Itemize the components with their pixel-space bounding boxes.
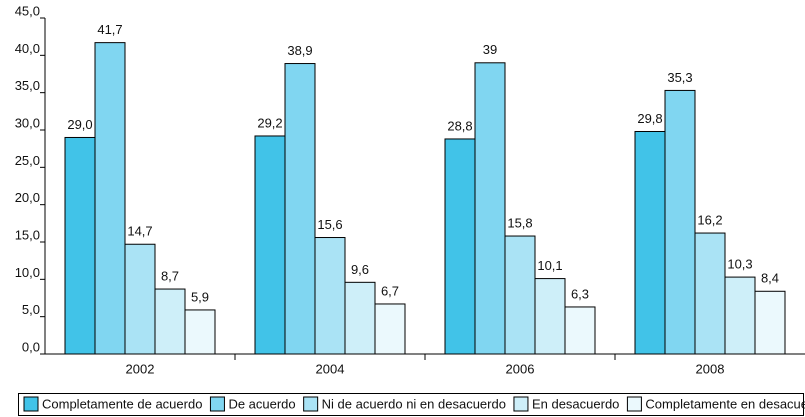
bar (504, 235, 536, 355)
value-label: 15,6 (317, 217, 342, 232)
bar (64, 136, 96, 355)
bar (724, 276, 756, 355)
legend-swatch (209, 396, 225, 412)
value-label: 8,7 (161, 268, 179, 283)
value-label: 28,8 (447, 118, 472, 133)
legend-label: En desacuerdo (532, 396, 619, 411)
y-tick-label: 20,0 (15, 190, 40, 205)
value-label: 35,3 (667, 70, 692, 85)
bar (534, 278, 566, 355)
value-label: 29,0 (67, 117, 92, 132)
value-label: 10,3 (727, 257, 752, 272)
x-tick-label: 2002 (126, 361, 155, 376)
x-tick-label: 2006 (506, 361, 535, 376)
bar (694, 232, 726, 355)
value-label: 8,4 (761, 271, 779, 286)
value-label: 41,7 (97, 22, 122, 37)
bar (474, 62, 506, 355)
bar (314, 237, 346, 355)
legend-swatch (513, 396, 529, 412)
bar (94, 42, 126, 355)
legend-label: Completamente en desacuerdo (645, 396, 805, 411)
bar (284, 63, 316, 355)
legend-label: De acuerdo (228, 396, 295, 411)
y-tick-label: 35,0 (15, 78, 40, 93)
bar (374, 303, 406, 355)
legend-swatch (303, 396, 319, 412)
bar (564, 306, 596, 355)
bar (754, 290, 786, 355)
y-tick-label: 15,0 (15, 227, 40, 242)
bar (444, 138, 476, 355)
value-label: 14,7 (127, 224, 152, 239)
x-tick-label: 2008 (696, 361, 725, 376)
legend-label: Ni de acuerdo ni en desacuerdo (322, 396, 506, 411)
value-label: 5,9 (191, 289, 209, 304)
bar (634, 130, 666, 355)
value-label: 6,7 (381, 283, 399, 298)
y-tick-label: 40,0 (15, 41, 40, 56)
y-tick-label: 0,0 (22, 339, 40, 354)
legend-box (18, 393, 804, 416)
legend-swatch (23, 396, 39, 412)
bar (184, 309, 216, 355)
value-label: 10,1 (537, 258, 562, 273)
y-tick-label: 5,0 (22, 302, 40, 317)
value-label: 29,8 (637, 111, 662, 126)
y-tick-label: 30,0 (15, 115, 40, 130)
y-tick-label: 10,0 (15, 265, 40, 280)
value-label: 6,3 (571, 286, 589, 301)
value-label: 29,2 (257, 115, 282, 130)
value-label: 38,9 (287, 43, 312, 58)
legend-label: Completamente de acuerdo (42, 396, 202, 411)
value-label: 39 (483, 42, 497, 57)
y-tick-label: 25,0 (15, 153, 40, 168)
x-tick-label: 2004 (316, 361, 345, 376)
bar (344, 281, 376, 355)
value-label: 9,6 (351, 262, 369, 277)
legend-swatch (626, 396, 642, 412)
value-label: 15,8 (507, 215, 532, 230)
y-tick-label: 45,0 (15, 3, 40, 18)
bar (254, 135, 286, 355)
value-label: 16,2 (697, 212, 722, 227)
bar (664, 89, 696, 355)
bar (154, 288, 186, 355)
bar (124, 243, 156, 355)
